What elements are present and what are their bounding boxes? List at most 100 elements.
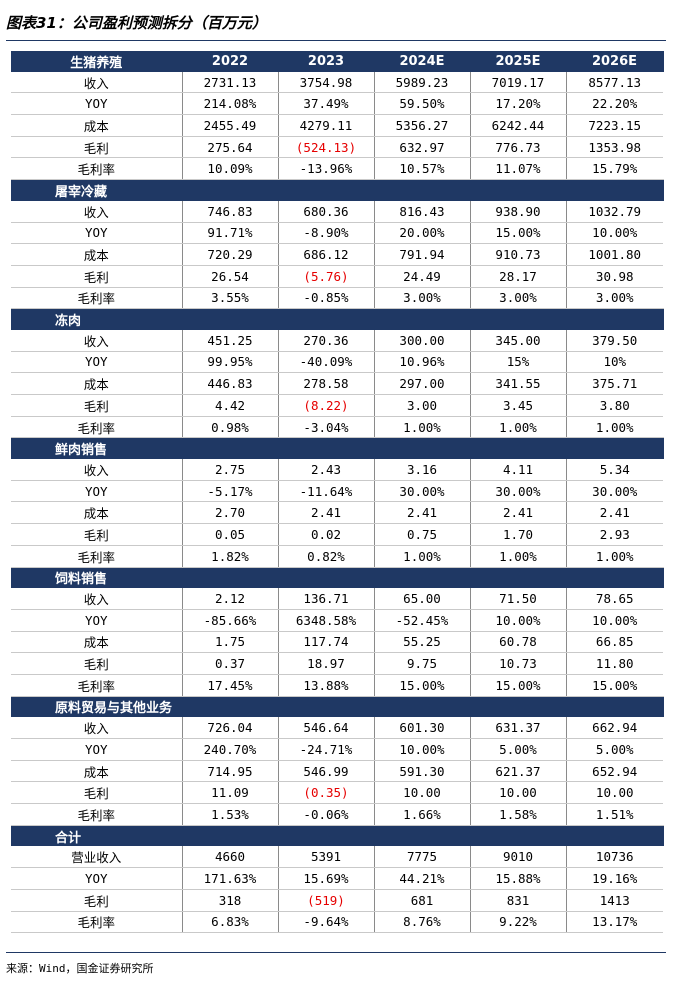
row-label: YOY xyxy=(11,480,183,503)
forecast-table-body: 生猪养殖 2022 2023 2024E 2025E 2026E 收入 2731.13 3754… xyxy=(11,51,664,934)
section-title: 原料贸易与其他业务 xyxy=(11,696,183,718)
section-title: 鲜肉销售 xyxy=(11,437,183,460)
value-cell: 117.74 xyxy=(278,631,375,654)
row-label: 毛利率 xyxy=(11,416,183,439)
figure-title: 图表31：公司盈利预测拆分（百万元） xyxy=(6,14,267,32)
column-header: 2024E xyxy=(374,51,471,72)
table-row: 收入 746.83 680.36 816.43 938.90 1032.79 xyxy=(11,200,663,223)
value-cell: 2.75 xyxy=(182,459,279,481)
value-cell: 78.65 xyxy=(566,588,663,610)
section-filler-cell xyxy=(374,437,471,460)
value-cell: 3.00% xyxy=(470,287,567,310)
table-row: 毛利 0.05 0.02 0.75 1.70 2.93 xyxy=(11,523,663,546)
value-cell: 746.83 xyxy=(182,200,279,223)
value-cell: 0.98% xyxy=(182,416,279,439)
value-cell: 446.83 xyxy=(182,372,279,395)
table-row: 成本 2455.49 4279.11 5356.27 6242.44 7223.15 xyxy=(11,114,663,137)
row-label: 收入 xyxy=(11,200,183,223)
value-cell: 60.78 xyxy=(470,631,567,654)
value-cell: 136.71 xyxy=(278,588,375,610)
value-cell: 278.58 xyxy=(278,372,375,395)
value-cell: 7775 xyxy=(374,846,471,869)
value-cell: 816.43 xyxy=(374,200,471,223)
section-filler-cell xyxy=(470,179,567,201)
value-cell: 714.95 xyxy=(182,760,279,783)
table-row: 毛利 0.37 18.97 9.75 10.73 11.80 xyxy=(11,652,663,675)
value-cell: -11.64% xyxy=(278,480,375,503)
value-cell: 10.00% xyxy=(374,738,471,761)
value-cell: -24.71% xyxy=(278,738,375,761)
value-cell: -85.66% xyxy=(182,609,279,632)
value-cell: 5356.27 xyxy=(374,114,471,137)
table-row: 营业收入 4660 5391 7775 9010 10736 xyxy=(11,846,663,869)
section-filler-cell xyxy=(470,308,567,330)
section-filler-cell xyxy=(470,437,567,460)
section-filler-cell xyxy=(182,308,279,330)
table-row: YOY -85.66% 6348.58% -52.45% 10.00% 10.00% xyxy=(11,609,663,632)
value-cell: 2455.49 xyxy=(182,114,279,137)
value-cell: -0.06% xyxy=(278,803,375,826)
value-cell: -9.64% xyxy=(278,911,375,934)
table-row: 毛利率 3.55% -0.85% 3.00% 3.00% 3.00% xyxy=(11,287,663,310)
value-cell: 1.00% xyxy=(374,416,471,439)
value-cell: 10% xyxy=(566,351,663,374)
value-cell: 171.63% xyxy=(182,867,279,890)
table-row: 毛利率 0.98% -3.04% 1.00% 1.00% 1.00% xyxy=(11,416,663,439)
value-cell: (519) xyxy=(278,889,375,912)
table-row: YOY 214.08% 37.49% 59.50% 17.20% 22.20% xyxy=(11,92,663,116)
value-cell: 601.30 xyxy=(374,717,471,740)
section-header-row: 合计 xyxy=(11,825,664,847)
forecast-table: 生猪养殖 2022 2023 2024E 2025E 2026E 收入 2731.13 3754… xyxy=(11,51,664,934)
row-label: 毛利率 xyxy=(11,545,183,568)
value-cell: 1353.98 xyxy=(566,136,663,159)
table-row: 收入 2.75 2.43 3.16 4.11 5.34 xyxy=(11,459,663,481)
value-cell: 7019.17 xyxy=(470,71,567,94)
section-header-row: 原料贸易与其他业务 xyxy=(11,696,664,718)
value-cell: 71.50 xyxy=(470,588,567,610)
value-cell: 1001.80 xyxy=(566,243,663,266)
section-filler-cell xyxy=(566,308,664,330)
table-row: 毛利率 1.82% 0.82% 1.00% 1.00% 1.00% xyxy=(11,545,663,568)
row-label: 成本 xyxy=(11,631,183,654)
row-label: 毛利 xyxy=(11,394,183,417)
value-cell: 2.41 xyxy=(374,501,471,525)
column-header: 2023 xyxy=(278,51,375,72)
value-cell: 2.41 xyxy=(278,501,375,525)
row-label: 毛利 xyxy=(11,652,183,675)
value-cell: -5.17% xyxy=(182,480,279,503)
value-cell: 0.75 xyxy=(374,523,471,546)
row-label: 毛利率 xyxy=(11,157,183,181)
value-cell: 2.41 xyxy=(566,501,663,525)
value-cell: 10.96% xyxy=(374,351,471,374)
section-title: 屠宰冷藏 xyxy=(11,179,183,201)
value-cell: 1.53% xyxy=(182,803,279,826)
value-cell: 910.73 xyxy=(470,243,567,266)
value-cell: 621.37 xyxy=(470,760,567,783)
section-filler-cell xyxy=(278,308,375,330)
section-title: 合计 xyxy=(11,825,183,847)
value-cell: 30.98 xyxy=(566,265,663,288)
footer-rule xyxy=(6,952,666,953)
value-cell: 1.66% xyxy=(374,803,471,826)
value-cell: 22.20% xyxy=(566,92,663,116)
section-filler-cell xyxy=(182,179,279,201)
table-row: YOY 240.70% -24.71% 10.00% 5.00% 5.00% xyxy=(11,738,663,761)
value-cell: 938.90 xyxy=(470,200,567,223)
value-cell: 546.99 xyxy=(278,760,375,783)
value-cell: 10.00% xyxy=(566,222,663,245)
section-filler-cell xyxy=(566,696,664,718)
section-header-row: 冻肉 xyxy=(11,308,664,330)
table-row: YOY 171.63% 15.69% 44.21% 15.88% 19.16% xyxy=(11,867,663,890)
row-label: YOY xyxy=(11,92,183,116)
value-cell: 5.34 xyxy=(566,459,663,481)
section-filler-cell xyxy=(566,567,664,589)
value-cell: 1.00% xyxy=(470,416,567,439)
value-cell: 662.94 xyxy=(566,717,663,740)
section-filler-cell xyxy=(182,696,279,718)
value-cell: 59.50% xyxy=(374,92,471,116)
value-cell: 20.00% xyxy=(374,222,471,245)
row-label: 毛利率 xyxy=(11,803,183,826)
value-cell: 1.58% xyxy=(470,803,567,826)
value-cell: 15% xyxy=(470,351,567,374)
value-cell: 5391 xyxy=(278,846,375,869)
